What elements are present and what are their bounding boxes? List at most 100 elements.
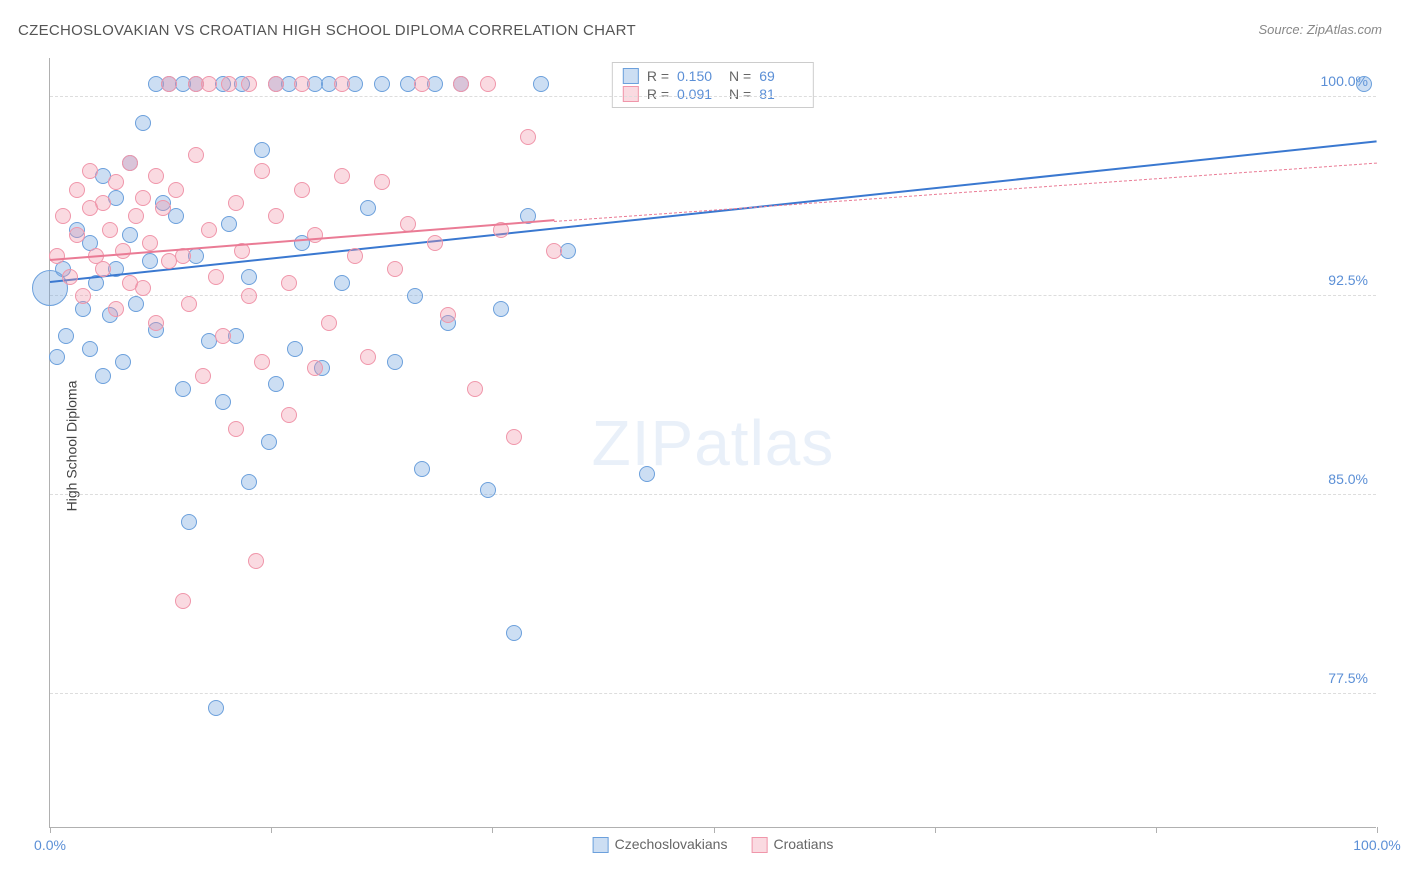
watermark: ZIPatlas <box>592 406 835 480</box>
data-point <box>142 235 158 251</box>
data-point <box>58 328 74 344</box>
data-point <box>181 514 197 530</box>
data-point <box>62 269 78 285</box>
data-point <box>307 227 323 243</box>
r-label: R = <box>647 68 669 84</box>
gridline <box>50 96 1376 97</box>
data-point <box>115 243 131 259</box>
data-point <box>148 168 164 184</box>
data-point <box>639 466 655 482</box>
data-point <box>254 354 270 370</box>
data-point <box>360 349 376 365</box>
data-point <box>135 190 151 206</box>
data-point <box>520 129 536 145</box>
data-point <box>55 208 71 224</box>
data-point <box>374 174 390 190</box>
data-point <box>49 248 65 264</box>
data-point <box>254 163 270 179</box>
data-point <box>95 195 111 211</box>
data-point <box>135 115 151 131</box>
chart-container: CZECHOSLOVAKIAN VS CROATIAN HIGH SCHOOL … <box>0 0 1406 892</box>
data-point <box>108 301 124 317</box>
data-point <box>142 253 158 269</box>
chart-title: CZECHOSLOVAKIAN VS CROATIAN HIGH SCHOOL … <box>18 22 636 39</box>
x-tick <box>1156 827 1157 833</box>
data-point <box>241 269 257 285</box>
x-tick <box>935 827 936 833</box>
data-point <box>294 182 310 198</box>
data-point <box>347 248 363 264</box>
data-point <box>161 76 177 92</box>
legend-stats: R =0.150N =69R =0.091N =81 <box>612 62 814 108</box>
data-point <box>221 216 237 232</box>
n-value: 81 <box>759 86 803 102</box>
data-point <box>1356 76 1372 92</box>
data-point <box>414 76 430 92</box>
data-point <box>307 360 323 376</box>
gridline <box>50 693 1376 694</box>
data-point <box>294 76 310 92</box>
data-point <box>201 76 217 92</box>
data-point <box>75 288 91 304</box>
data-point <box>546 243 562 259</box>
legend-swatch <box>623 86 639 102</box>
data-point <box>268 76 284 92</box>
data-point <box>228 195 244 211</box>
trend-line <box>50 140 1377 283</box>
data-point <box>181 296 197 312</box>
data-point <box>241 76 257 92</box>
legend-label: Czechoslovakians <box>615 836 728 852</box>
data-point <box>82 341 98 357</box>
data-point <box>241 288 257 304</box>
data-point <box>208 269 224 285</box>
x-tick-label: 100.0% <box>1353 837 1400 853</box>
data-point <box>268 376 284 392</box>
r-label: R = <box>647 86 669 102</box>
data-point <box>254 142 270 158</box>
legend-label: Croatians <box>773 836 833 852</box>
data-point <box>195 368 211 384</box>
data-point <box>287 341 303 357</box>
legend-swatch <box>593 837 609 853</box>
x-tick <box>492 827 493 833</box>
data-point <box>128 296 144 312</box>
data-point <box>102 222 118 238</box>
data-point <box>281 275 297 291</box>
data-point <box>407 288 423 304</box>
data-point <box>122 155 138 171</box>
data-point <box>480 482 496 498</box>
n-value: 69 <box>759 68 803 84</box>
data-point <box>467 381 483 397</box>
y-tick-label: 85.0% <box>1328 471 1368 487</box>
r-value: 0.091 <box>677 86 721 102</box>
data-point <box>215 394 231 410</box>
data-point <box>440 307 456 323</box>
data-point <box>168 208 184 224</box>
data-point <box>208 700 224 716</box>
data-point <box>168 182 184 198</box>
x-tick <box>271 827 272 833</box>
data-point <box>248 553 264 569</box>
x-tick <box>1377 827 1378 833</box>
legend-series: Czechoslovakians Croatians <box>593 836 834 853</box>
data-point <box>334 168 350 184</box>
data-point <box>506 625 522 641</box>
data-point <box>221 76 237 92</box>
data-point <box>334 76 350 92</box>
legend-item: Czechoslovakians <box>593 836 728 853</box>
n-label: N = <box>729 68 751 84</box>
gridline <box>50 494 1376 495</box>
data-point <box>175 381 191 397</box>
data-point <box>82 163 98 179</box>
data-point <box>427 235 443 251</box>
data-point <box>122 227 138 243</box>
data-point <box>480 76 496 92</box>
data-point <box>414 461 430 477</box>
y-tick-label: 92.5% <box>1328 272 1368 288</box>
legend-stats-row: R =0.150N =69 <box>623 67 803 85</box>
data-point <box>135 280 151 296</box>
watermark-thin: atlas <box>694 407 834 479</box>
n-label: N = <box>729 86 751 102</box>
data-point <box>148 315 164 331</box>
data-point <box>69 182 85 198</box>
